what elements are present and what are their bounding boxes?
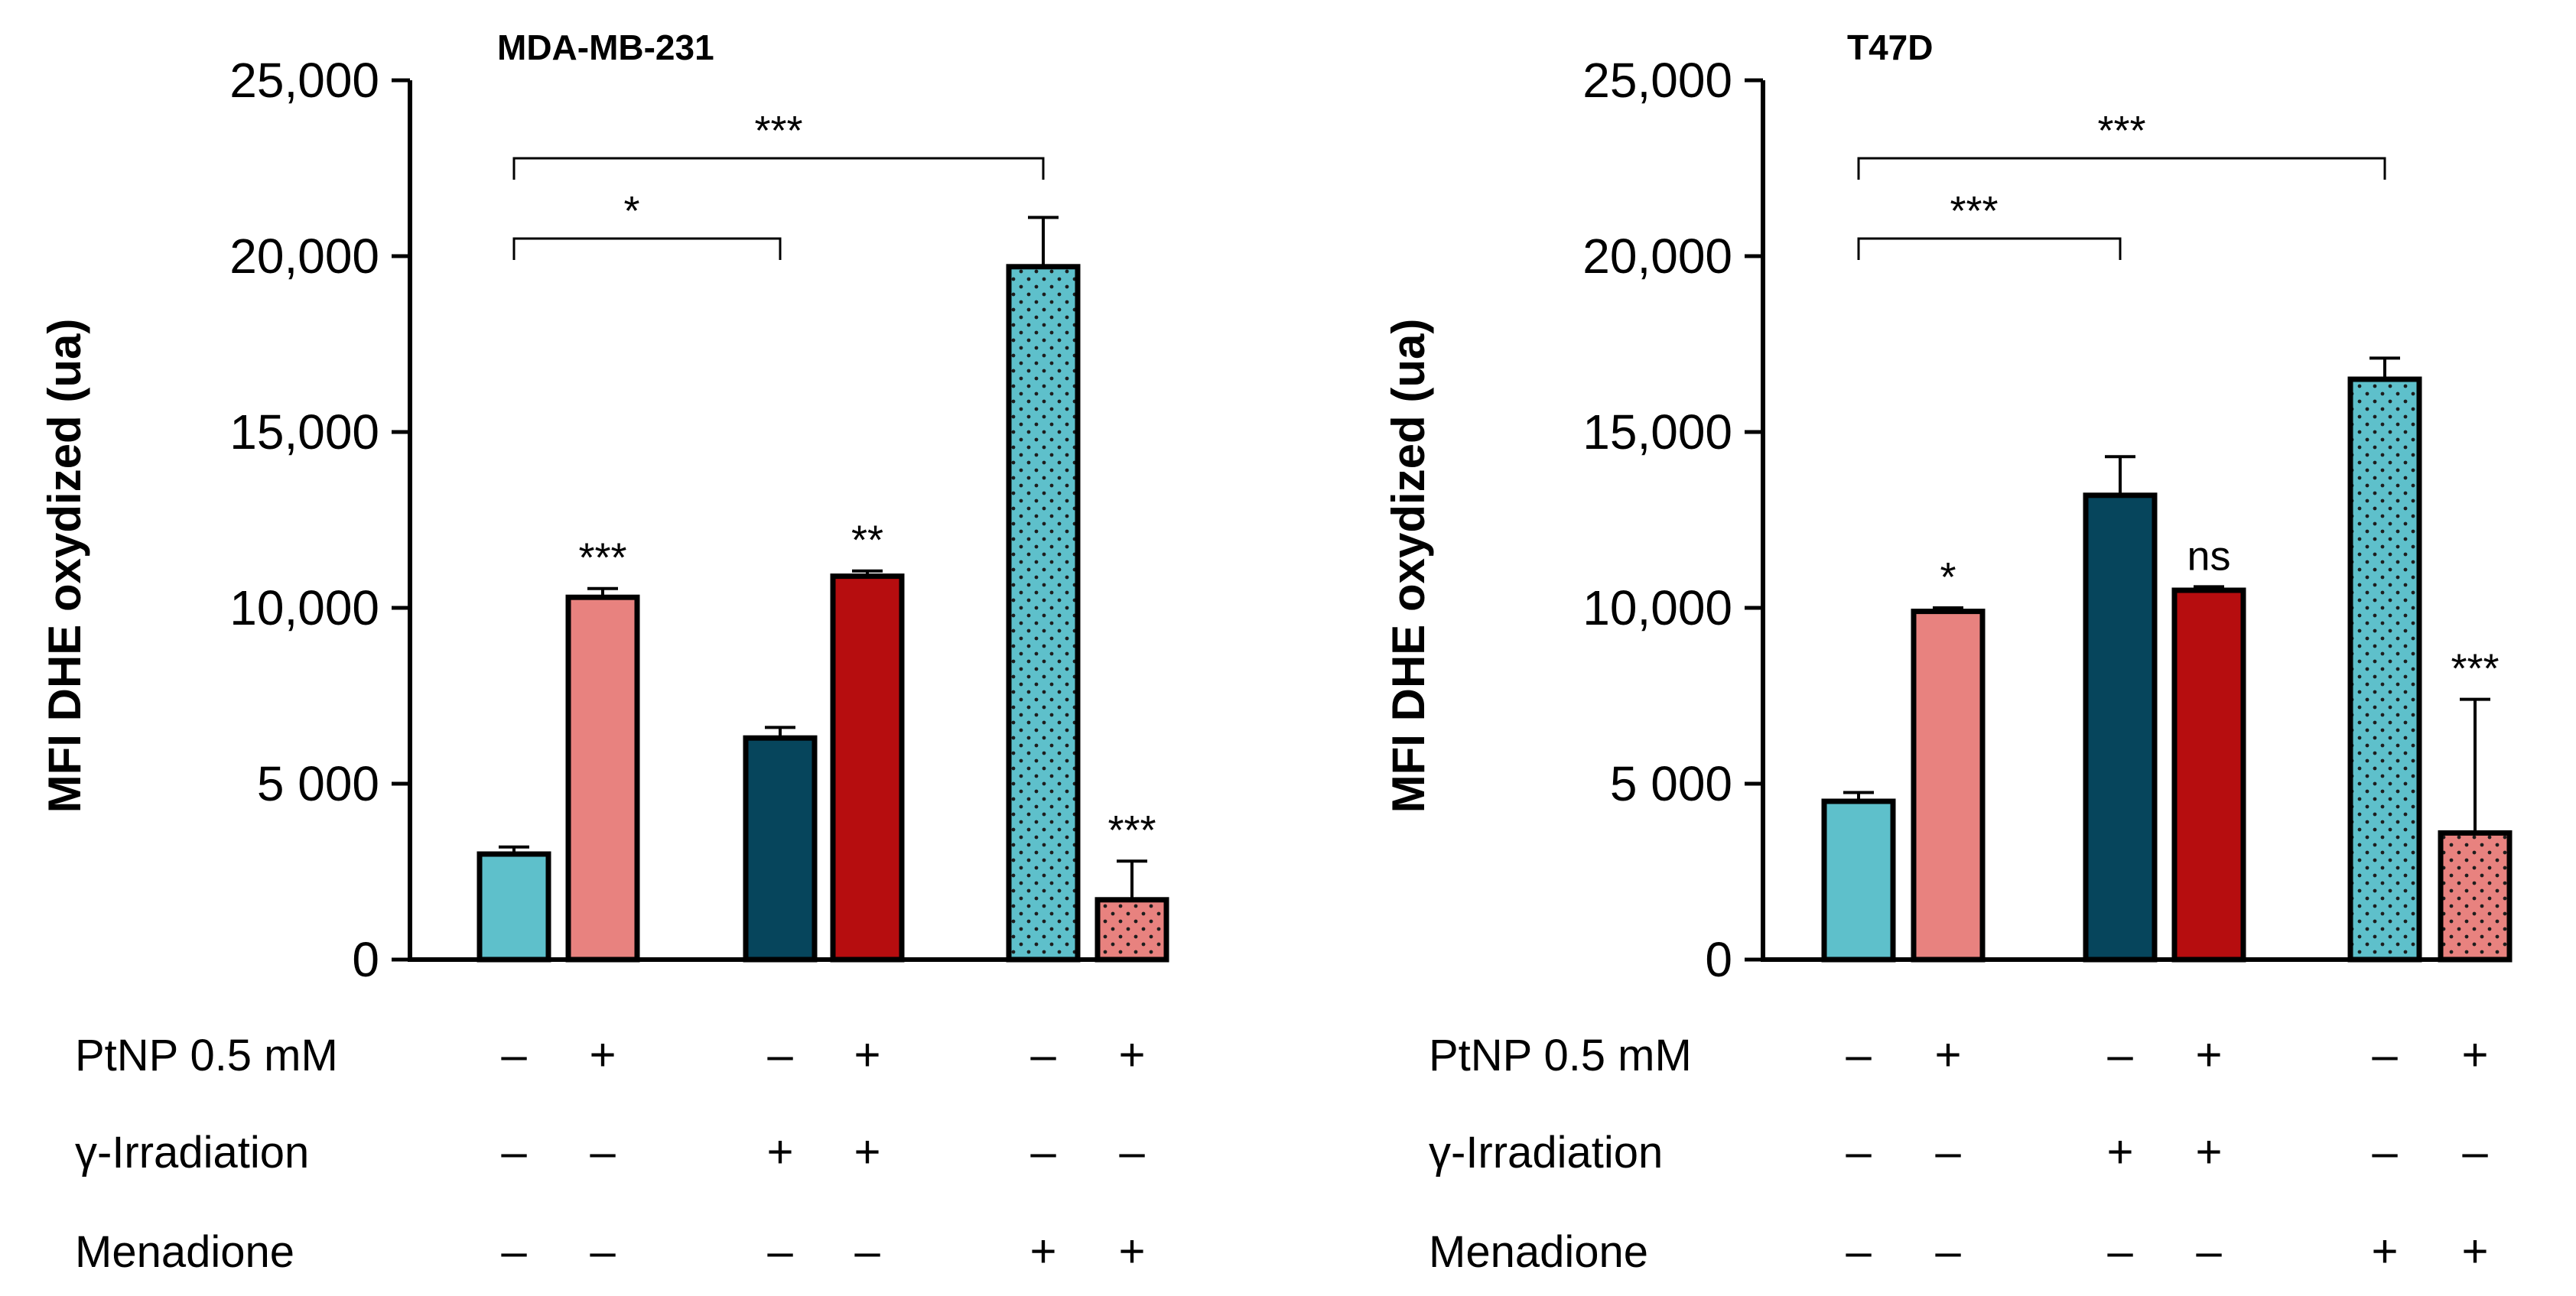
panel2-bracket-label: *** <box>1950 188 1998 234</box>
panel2-condition-sign: + <box>2106 1126 2133 1177</box>
panel2-comparison-bracket <box>1857 237 2122 260</box>
panel1-bar <box>743 735 818 963</box>
panel2-condition-sign: – <box>2372 1029 2398 1080</box>
panel2-condition-sign: – <box>2462 1126 2488 1177</box>
panel1-condition-sign: – <box>767 1226 793 1277</box>
panel2-y-tick-label: 25,000 <box>1582 53 1732 108</box>
panel2-condition-sign: + <box>2461 1226 2488 1277</box>
panel1-y-axis-label: MFI DHE oxydized (ua) <box>39 319 90 814</box>
panel2-condition-sign: – <box>1935 1126 1961 1177</box>
panel1-y-tick-label: 15,000 <box>229 404 379 460</box>
panel1-condition-sign: – <box>590 1126 616 1177</box>
panel1-condition-label: Menadione <box>75 1227 294 1277</box>
panel2-y-tick-label: 10,000 <box>1582 580 1732 635</box>
panel2-condition-label: Menadione <box>1429 1227 1648 1277</box>
panel2-condition-sign: + <box>2371 1226 2398 1277</box>
panel1-y-tick-label: 20,000 <box>229 229 379 284</box>
panel2-y-tick-label: 5 000 <box>1610 756 1732 811</box>
panel2-bar <box>1821 798 1896 963</box>
panel1-condition-sign: + <box>854 1126 880 1177</box>
panel1-bar <box>565 594 640 963</box>
panel2-condition-sign: – <box>1846 1226 1872 1277</box>
panel2-y-tick-label: 15,000 <box>1582 404 1732 460</box>
panel2-title: T47D <box>1847 28 1933 67</box>
panel1-condition-sign: + <box>1118 1029 1145 1080</box>
panel2-condition-sign: + <box>2195 1029 2222 1080</box>
panel2-comparison-bracket <box>1857 157 2386 180</box>
panel1-y-tick-label: 5 000 <box>257 756 379 811</box>
panel1-bar <box>1094 897 1169 963</box>
panel1-condition-sign: + <box>1118 1226 1145 1277</box>
panel1-condition-sign: – <box>1030 1126 1056 1177</box>
panel2-bracket-label: *** <box>2097 108 2145 154</box>
panel1-bracket-label: *** <box>754 108 802 154</box>
panel1-y-tick-label: 0 <box>352 932 379 987</box>
panel1-significance-label: ** <box>851 518 883 564</box>
panel1-comparison-bracket <box>512 157 1045 180</box>
panel2-condition-sign: – <box>2107 1226 2133 1277</box>
panel1-condition-sign: – <box>501 1226 527 1277</box>
panel1-condition-sign: – <box>854 1226 880 1277</box>
panel2-condition-sign: – <box>1935 1226 1961 1277</box>
panel1-y-tick-label: 10,000 <box>229 580 379 635</box>
panel1-significance-label: *** <box>578 535 626 581</box>
panel2-condition-sign: – <box>2196 1226 2222 1277</box>
panel1-condition-sign: – <box>767 1029 793 1080</box>
panel1-title: MDA-MB-231 <box>497 28 714 67</box>
panel2-condition-sign: – <box>2372 1126 2398 1177</box>
panel2-bar <box>2171 587 2246 963</box>
panel1-condition-sign: – <box>501 1126 527 1177</box>
panel1-significance-label: *** <box>1107 807 1156 853</box>
panel1-bar <box>1006 264 1081 963</box>
panel2-condition-sign: – <box>2107 1029 2133 1080</box>
panel1-bracket-label: * <box>623 188 639 234</box>
panel2-significance-label: ns <box>2187 533 2230 579</box>
panel2-significance-label: * <box>1940 554 1956 600</box>
panel1-condition-sign: – <box>1119 1126 1145 1177</box>
panel2-y-tick-label: 0 <box>1705 932 1732 987</box>
panel1-y-tick-label: 25,000 <box>229 53 379 108</box>
panel1-condition-sign: – <box>1030 1029 1056 1080</box>
panel2-condition-label: γ-Irradiation <box>1429 1128 1663 1177</box>
panel1-condition-sign: – <box>590 1226 616 1277</box>
panel1-condition-sign: + <box>1029 1226 1056 1277</box>
panel2-condition-sign: + <box>2195 1126 2222 1177</box>
panel2-bar <box>2347 376 2422 963</box>
panel1-condition-sign: + <box>766 1126 793 1177</box>
panel2-significance-label: *** <box>2451 646 2499 692</box>
panel2-y-tick-label: 20,000 <box>1582 229 1732 284</box>
panel1-condition-sign: + <box>854 1029 880 1080</box>
panel2-bar <box>2083 492 2158 963</box>
panel2-bar <box>2438 830 2513 963</box>
panel2-y-axis-label: MFI DHE oxydized (ua) <box>1383 319 1434 814</box>
panel1-condition-label: γ-Irradiation <box>75 1128 309 1177</box>
panel2-condition-sign: + <box>2461 1029 2488 1080</box>
panel1-condition-label: PtNP 0.5 mM <box>75 1031 338 1080</box>
panel2-condition-label: PtNP 0.5 mM <box>1429 1031 1692 1080</box>
panel1-condition-sign: + <box>589 1029 616 1080</box>
panel1-bar <box>476 851 551 963</box>
panel2-condition-sign: – <box>1846 1126 1872 1177</box>
panel2-condition-sign: – <box>1846 1029 1872 1080</box>
panel1-condition-sign: – <box>501 1029 527 1080</box>
panel2-bar <box>1911 609 1986 963</box>
panel2-condition-sign: + <box>1934 1029 1961 1080</box>
panel1-bar <box>830 573 905 963</box>
panel1-comparison-bracket <box>512 237 782 260</box>
